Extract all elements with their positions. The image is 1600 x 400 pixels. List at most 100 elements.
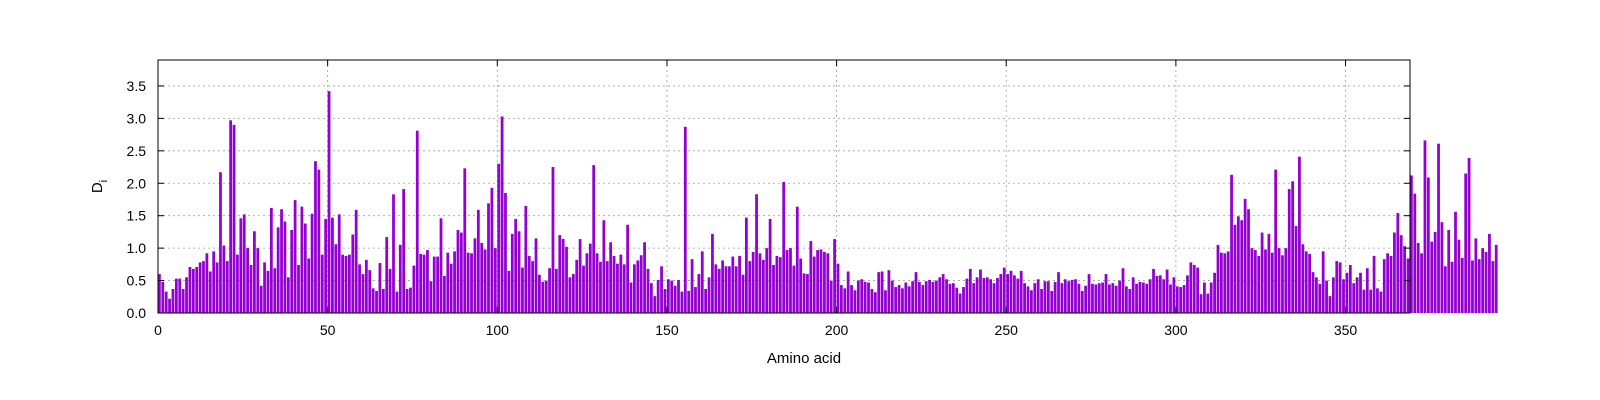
bar <box>992 283 996 313</box>
y-axis-label: Di <box>89 180 110 193</box>
bar <box>778 257 782 313</box>
bar <box>171 289 175 313</box>
bar <box>823 252 826 313</box>
bar <box>548 268 551 313</box>
bar <box>1257 255 1261 313</box>
bar <box>1023 283 1026 313</box>
bar <box>412 265 416 313</box>
bar <box>334 244 338 313</box>
bar <box>1203 282 1206 313</box>
bar <box>385 237 389 313</box>
y-tick-label: 0.5 <box>127 273 147 289</box>
bar <box>1067 281 1071 313</box>
bar <box>1097 283 1101 313</box>
bar <box>1321 251 1325 313</box>
bar <box>1294 226 1298 313</box>
bar <box>795 206 799 313</box>
y-tick-label: 3.0 <box>127 110 147 126</box>
bar <box>1250 248 1254 313</box>
bar <box>314 161 317 313</box>
bar <box>989 279 993 313</box>
bar <box>398 244 402 313</box>
bar <box>751 252 755 313</box>
bar <box>395 291 399 313</box>
bar <box>1152 268 1155 313</box>
bar <box>1206 293 1210 313</box>
bar <box>544 280 548 313</box>
bar <box>476 209 480 313</box>
bar <box>955 287 959 313</box>
bar <box>721 260 725 313</box>
bar <box>789 248 792 313</box>
bar <box>1016 278 1020 313</box>
bar <box>1345 272 1349 313</box>
y-axis-label-main: D <box>89 182 106 193</box>
bar <box>1403 246 1406 313</box>
bar <box>510 233 514 313</box>
bar <box>1420 253 1423 313</box>
bar <box>687 290 691 313</box>
bar <box>246 248 249 313</box>
bar <box>1298 156 1301 313</box>
bar <box>1029 290 1033 313</box>
bar <box>1376 288 1379 313</box>
bar <box>1158 275 1162 313</box>
bar <box>985 277 989 313</box>
bar <box>1009 270 1013 313</box>
bar <box>1057 272 1060 313</box>
bar <box>1355 277 1359 313</box>
bar <box>738 255 741 313</box>
bar <box>1091 283 1094 313</box>
bar <box>1172 277 1176 313</box>
bar <box>1192 264 1196 313</box>
y-tick-label: 0.0 <box>127 305 147 321</box>
bar <box>575 259 579 313</box>
bar <box>504 192 507 313</box>
bar <box>1138 281 1142 313</box>
bar-series <box>158 91 1498 314</box>
bar <box>453 251 456 313</box>
bar <box>1440 222 1444 313</box>
bar <box>558 235 562 313</box>
bar <box>1267 233 1271 313</box>
bar <box>1046 281 1050 313</box>
bar <box>1318 283 1322 313</box>
bar <box>242 214 246 313</box>
bar <box>1230 174 1233 313</box>
bar <box>1406 258 1410 313</box>
x-tick-label: 200 <box>825 322 849 338</box>
bar <box>429 281 433 313</box>
bar <box>1464 173 1468 313</box>
bar <box>979 269 982 313</box>
bar <box>1287 189 1291 313</box>
bar <box>694 287 697 313</box>
y-axis-label-subscript: i <box>98 180 110 182</box>
bar <box>914 272 918 313</box>
bar <box>1128 289 1132 313</box>
bar <box>300 206 304 313</box>
bar <box>639 255 643 313</box>
bar <box>158 274 161 313</box>
bar <box>1335 261 1339 313</box>
bar <box>975 277 979 313</box>
bar <box>863 281 867 313</box>
y-tick-label: 1.5 <box>127 208 147 224</box>
bar <box>432 256 436 313</box>
bar <box>236 254 239 313</box>
bar <box>1467 157 1471 313</box>
bar <box>711 233 714 313</box>
bar <box>1433 231 1437 313</box>
bar <box>198 262 202 313</box>
bar <box>225 261 229 313</box>
bar <box>768 218 772 313</box>
bar <box>578 239 582 313</box>
bar <box>358 264 361 313</box>
bar <box>1494 244 1498 313</box>
bar <box>938 277 942 313</box>
bar <box>1399 235 1403 313</box>
bar <box>188 266 192 313</box>
bar <box>276 227 280 313</box>
bar <box>1352 283 1356 313</box>
x-tick-label: 150 <box>655 322 679 338</box>
bar <box>609 242 613 313</box>
